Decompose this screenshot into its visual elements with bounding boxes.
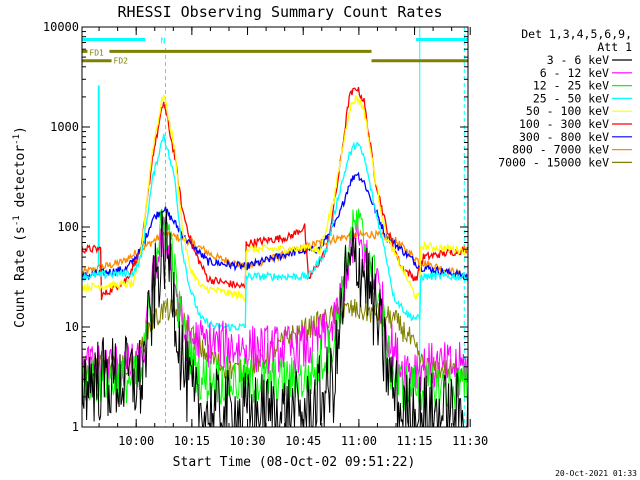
x-tick-label-1: 10:15	[174, 434, 210, 448]
legend-label-7: 800 - 7000 keV	[512, 143, 609, 157]
x-axis-label: Start Time (08-Oct-02 09:51:22)	[173, 455, 416, 470]
bar-label-0: N	[161, 36, 166, 45]
legend-label-8: 7000 - 15000 keV	[498, 155, 609, 169]
y-axis-label: Count Rate (s-1 detector-1)	[12, 126, 28, 328]
y-axis-label-sup2: -1	[12, 134, 22, 145]
x-tick-label-6: 11:30	[452, 434, 488, 448]
series-line-0	[82, 210, 468, 427]
bar-label-1: FD1	[89, 48, 104, 57]
footer-date: 20-Oct-2021 01:33	[555, 469, 637, 478]
x-tick-label-4: 11:00	[341, 434, 377, 448]
legend-header-1: Det 1,3,4,5,6,9,	[521, 27, 632, 41]
y-tick-label-1: 10	[65, 320, 79, 334]
x-tick-label-2: 10:30	[229, 434, 265, 448]
legend-label-4: 50 - 100 keV	[526, 104, 609, 118]
series-line-6	[82, 171, 468, 282]
bar-label-bg-1	[87, 46, 110, 57]
y-tick-label-2: 100	[57, 220, 79, 234]
y-axis-label-main: Count Rate (s	[13, 226, 28, 328]
x-tick-label-5: 11:15	[396, 434, 432, 448]
y-axis-label-sup1: -1	[12, 215, 22, 226]
x-axis: 10:00 10:15 10:30 10:45 11:00 11:15 11:30	[98, 27, 488, 448]
legend-label-2: 12 - 25 keV	[533, 79, 609, 93]
plot-area: N FD1 FD2	[82, 27, 468, 427]
legend-label-6: 300 - 800 keV	[519, 130, 609, 144]
y-axis-label-end: )	[13, 126, 28, 134]
legend-label-3: 25 - 50 keV	[533, 91, 609, 105]
y-tick-label-4: 10000	[43, 20, 79, 34]
bar-label-2: FD2	[114, 57, 129, 66]
legend-label-1: 6 - 12 keV	[540, 66, 609, 80]
y-axis: 1 10 100 1000 10000	[43, 20, 468, 434]
bar-label-bg-0	[158, 34, 169, 45]
series-line-5	[82, 86, 468, 301]
series-group	[82, 27, 468, 427]
y-axis-label-mid: detector	[13, 145, 28, 216]
x-tick-label-3: 10:45	[285, 434, 321, 448]
x-tick-label-0: 10:00	[118, 434, 154, 448]
y-tick-label-0: 1	[72, 420, 79, 434]
legend-label-5: 100 - 300 keV	[519, 117, 609, 131]
legend-header-2: Att 1	[597, 40, 632, 54]
bar-label-bg-2	[111, 55, 134, 66]
chart-title: RHESSI Observing Summary Count Rates	[117, 3, 442, 21]
series-line-4	[82, 94, 468, 303]
y-tick-label-3: 1000	[50, 120, 79, 134]
legend-label-0: 3 - 6 keV	[547, 53, 609, 67]
series-line-3	[82, 133, 468, 332]
